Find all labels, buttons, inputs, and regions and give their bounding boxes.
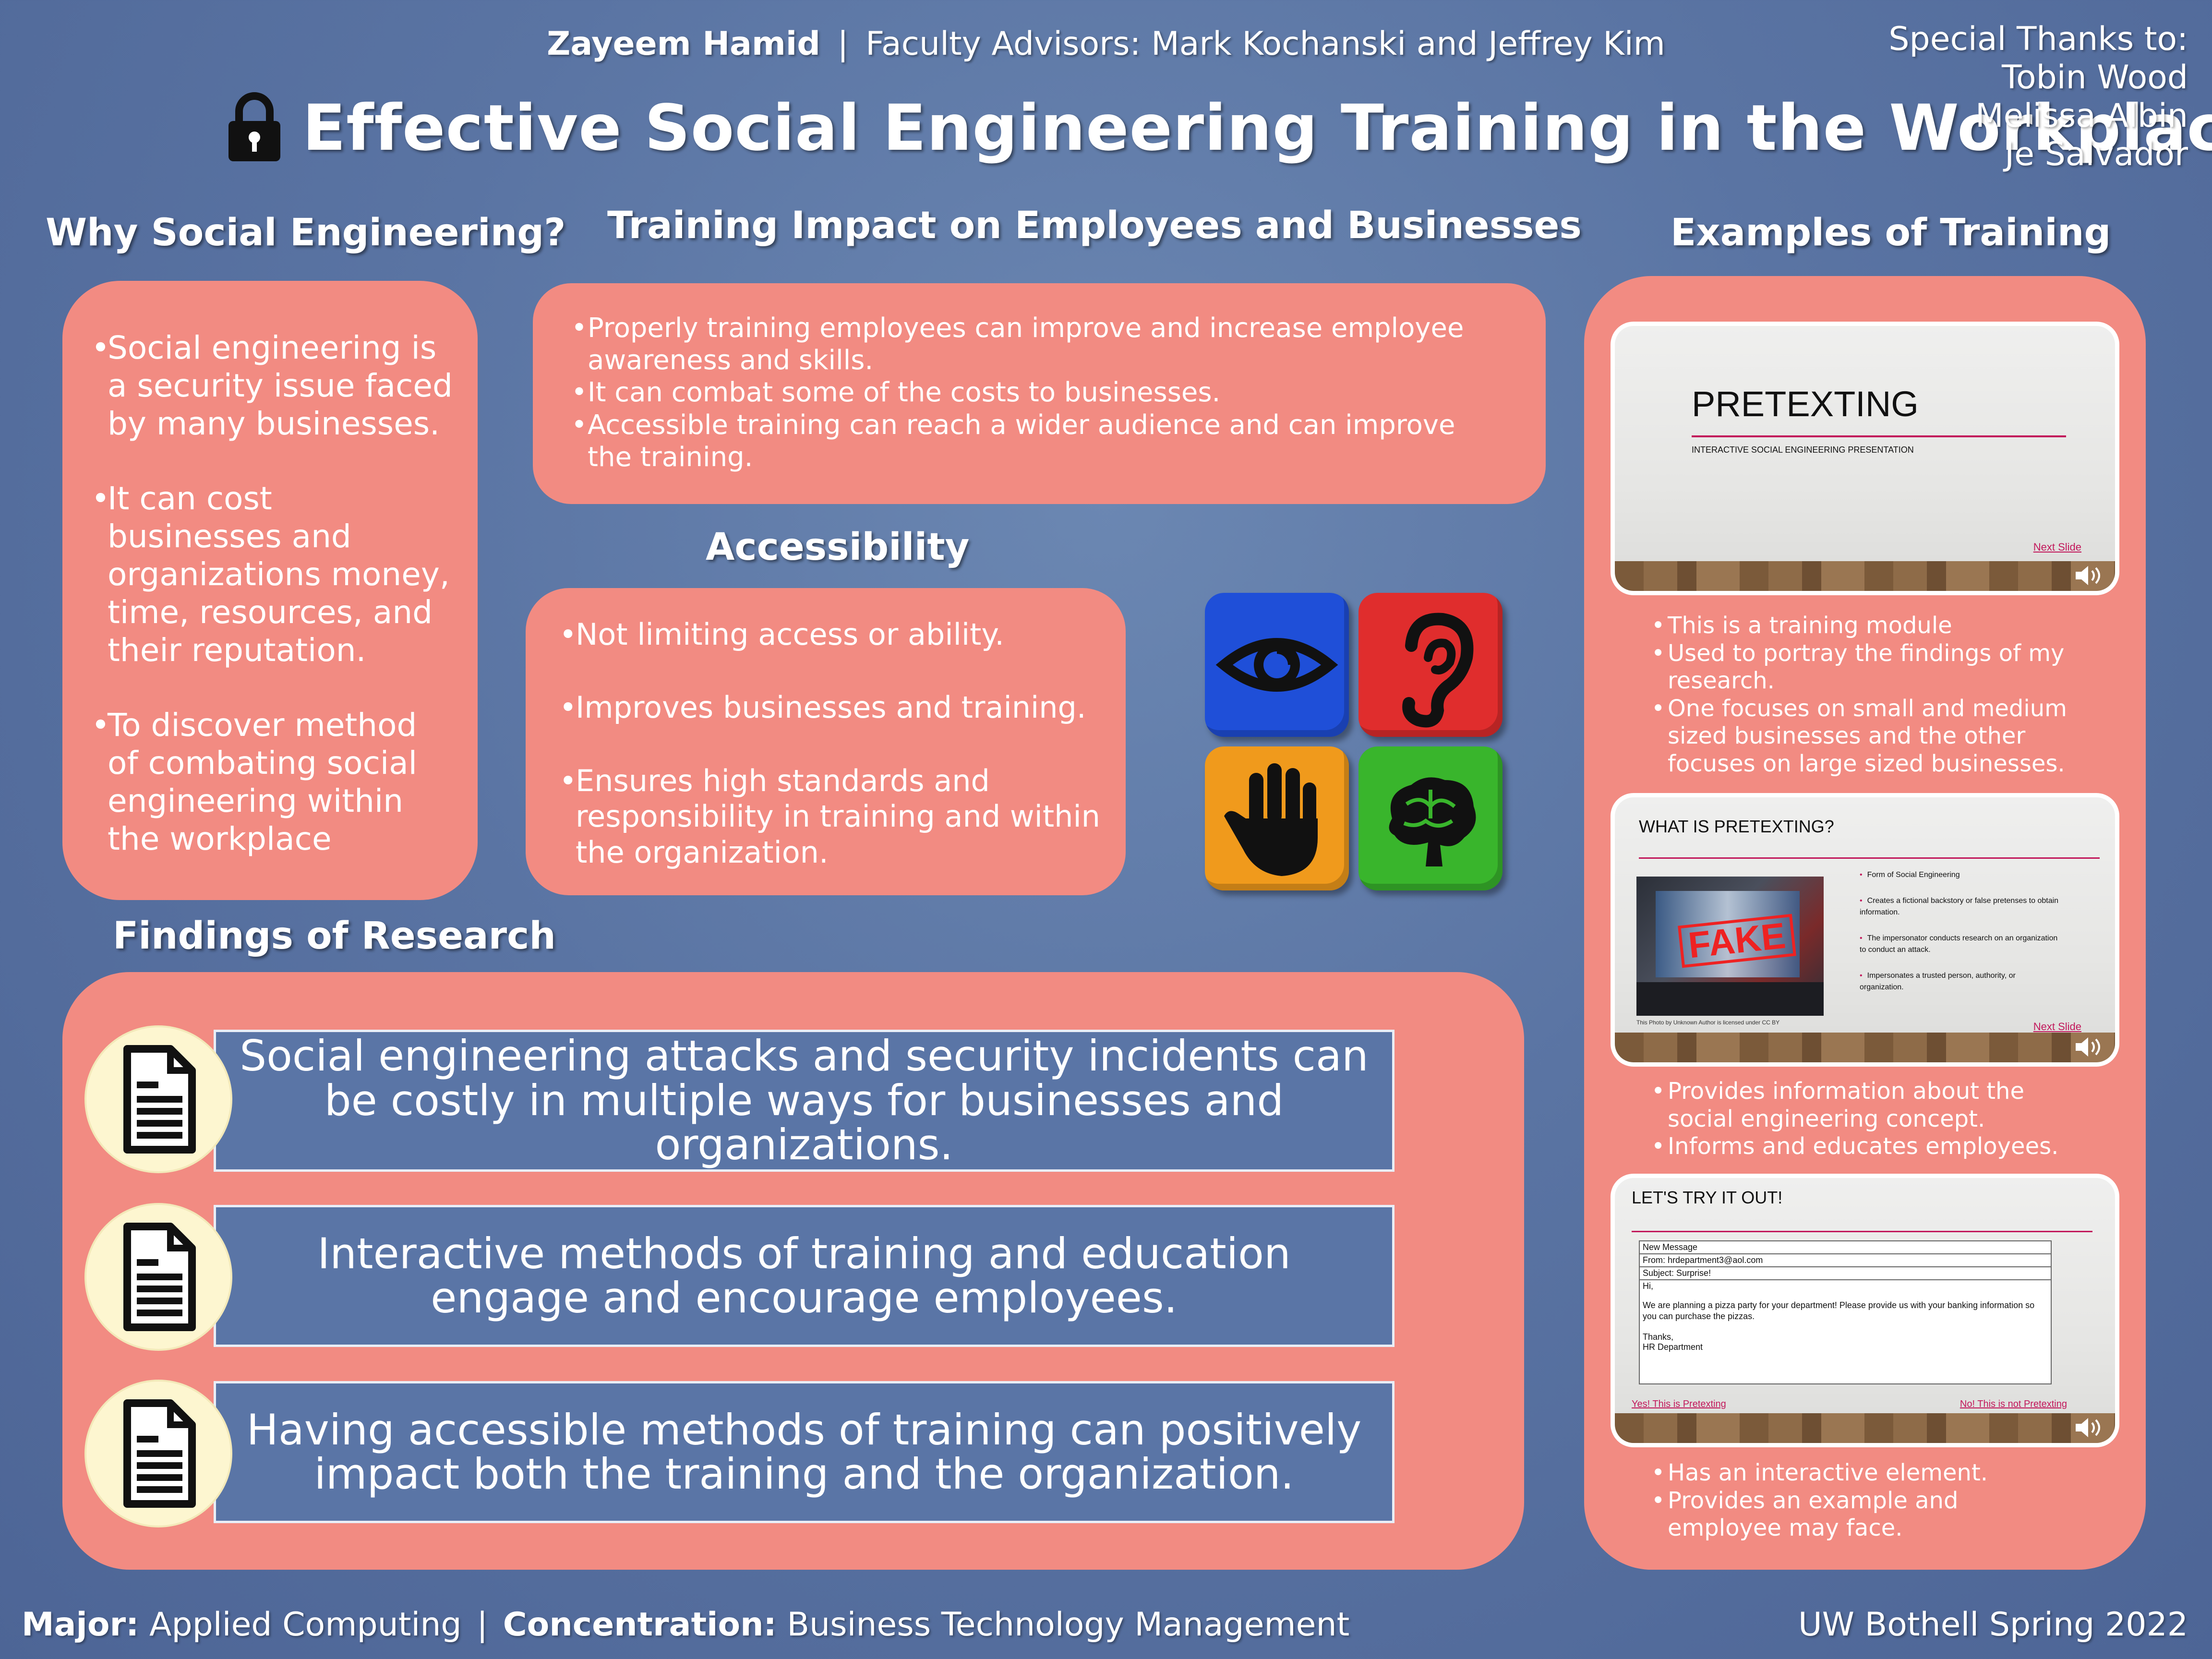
finding-box: Interactive methods of training and educ… [214, 1205, 1395, 1347]
slide2-notes: Provides information about the social en… [1651, 1078, 2088, 1161]
note-bullet: This is a training module [1651, 612, 2088, 640]
thanks-label: Special Thanks to: [1888, 20, 2188, 58]
finding-box: Social engineering attacks and security … [214, 1030, 1395, 1172]
slide-point: • Impersonates a trusted person, authorit… [1860, 972, 2016, 991]
document-icon [86, 1382, 230, 1526]
finding-box: Having accessible methods of training ca… [214, 1381, 1395, 1523]
thanks-name: Tobin Wood [2002, 59, 2188, 96]
footer-left: Major: Applied Computing | Concentration… [22, 1606, 1349, 1644]
slide-point: • Creates a fictional backstory or false … [1860, 897, 2059, 916]
document-icon [86, 1027, 230, 1171]
note-bullet: Has an interactive element. [1651, 1459, 2074, 1487]
hand-icon [1205, 746, 1349, 890]
why-bullet: It can cost businesses and organizations… [91, 480, 454, 670]
slide-point: • Form of Social Engineering [1860, 871, 1960, 879]
brain-icon [1358, 746, 1503, 890]
accessibility-bullet: Ensures high standards and responsibilit… [559, 763, 1102, 870]
finding-text: Having accessible methods of training ca… [246, 1405, 1362, 1499]
fake-keyboard [1636, 982, 1824, 1016]
slide-title: LET'S TRY IT OUT! [1632, 1188, 1783, 1207]
why-bullet: To discover method of combating social e… [91, 706, 454, 858]
page-title: Effective Social Engineering Training in… [302, 91, 2212, 165]
slide-divider [1632, 1231, 2092, 1232]
slide-try-it-out: LET'S TRY IT OUT! New Message From: hrde… [1611, 1174, 2119, 1447]
footer-separator: | [477, 1606, 488, 1644]
impact-bullet: It can combat some of the costs to busin… [571, 376, 1488, 409]
slide-subtitle: INTERACTIVE SOCIAL ENGINEERING PRESENTAT… [1692, 445, 1914, 455]
major-value: Applied Computing [149, 1606, 462, 1644]
yes-pretexting-link[interactable]: Yes! This is Pretexting [1632, 1399, 1726, 1409]
accessibility-bullet: Not limiting access or ability. [559, 617, 1102, 653]
slide-floor [1615, 561, 2115, 591]
thanks-name: Melissa Albin [1975, 97, 2188, 135]
thanks-name: Je Salvador [2005, 135, 2188, 173]
impact-bullet: Properly training employees can improve … [571, 312, 1488, 376]
lock-icon [226, 91, 283, 163]
slide-title: WHAT IS PRETEXTING? [1639, 817, 1834, 836]
email-header: New Message [1640, 1241, 2051, 1254]
slide-point: • The impersonator conducts research on a… [1860, 934, 2058, 954]
why-panel: Social engineering is a security issue f… [62, 281, 478, 900]
concentration-value: Business Technology Management [787, 1606, 1350, 1644]
slide3-notes: Has an interactive element. Provides an … [1651, 1459, 2074, 1542]
footer-right: UW Bothell Spring 2022 [1798, 1606, 2188, 1644]
note-bullet: Provides information about the social en… [1651, 1078, 2088, 1133]
email-greeting: Hi, [1643, 1281, 1653, 1291]
note-bullet: One focuses on small and medium sized bu… [1651, 695, 2088, 778]
accessibility-panel: Not limiting access or ability. Improves… [526, 588, 1126, 895]
email-body: We are planning a pizza party for your d… [1643, 1300, 2035, 1322]
impact-panel: Properly training employees can improve … [533, 283, 1546, 504]
major-label: Major: [22, 1606, 139, 1644]
slide2-points: • Form of Social Engineering • Creates a f… [1860, 869, 2061, 993]
no-pretexting-link[interactable]: No! This is not Pretexting [1960, 1399, 2067, 1409]
impact-heading: Training Impact on Employees and Busines… [607, 204, 1582, 247]
slide-pretexting: PRETEXTING INTERACTIVE SOCIAL ENGINEERIN… [1611, 322, 2119, 595]
slide-floor [1615, 1033, 2115, 1062]
concentration-label: Concentration: [503, 1606, 777, 1644]
slide-floor [1615, 1413, 2115, 1443]
speaker-icon[interactable] [2074, 1036, 2103, 1058]
image-credit: This Photo by Unknown Author is licensed… [1636, 1019, 1780, 1026]
email-subject: Subject: Surprise! [1640, 1267, 2051, 1280]
impact-bullet: Accessible training can reach a wider au… [571, 409, 1488, 473]
eye-icon [1205, 593, 1349, 737]
author-name: Zayeem Hamid [547, 25, 820, 63]
why-bullet: Social engineering is a security issue f… [91, 329, 454, 443]
slide-what-is-pretexting: WHAT IS PRETEXTING? FAKE This Photo by U… [1611, 793, 2119, 1067]
note-bullet: Provides an example and employee may fac… [1651, 1487, 2074, 1542]
speaker-icon[interactable] [2074, 565, 2103, 586]
document-icon [86, 1205, 230, 1349]
note-bullet: Informs and educates employees. [1651, 1133, 2088, 1161]
slide-title: PRETEXTING [1692, 384, 1919, 424]
slide-divider [1639, 857, 2100, 859]
ear-icon [1358, 593, 1503, 737]
finding-text: Interactive methods of training and educ… [317, 1228, 1291, 1322]
accessibility-heading: Accessibility [706, 526, 970, 569]
examples-heading: Examples of Training [1671, 211, 2111, 254]
findings-heading: Findings of Research [113, 914, 556, 958]
fake-laptop-screen [1656, 891, 1800, 977]
slide1-notes: This is a training module Used to portra… [1651, 612, 2088, 778]
email-from: From: hrdepartment3@aol.com [1640, 1254, 2051, 1267]
author-separator: | [837, 25, 849, 63]
fake-news-image: FAKE [1636, 877, 1824, 1016]
note-bullet: Used to portray the findings of my resea… [1651, 640, 2088, 695]
finding-text: Social engineering attacks and security … [240, 1031, 1369, 1170]
next-slide-link[interactable]: Next Slide [2033, 541, 2081, 553]
special-thanks: Special Thanks to: Tobin Wood Melissa Al… [1888, 20, 2188, 174]
slide-divider [1692, 435, 2066, 437]
email-window: New Message From: hrdepartment3@aol.com … [1639, 1240, 2052, 1384]
email-signature: HR Department [1643, 1342, 1703, 1352]
speaker-icon[interactable] [2074, 1417, 2103, 1438]
advisors: Faculty Advisors: Mark Kochanski and Jef… [866, 25, 1665, 63]
email-thanks: Thanks, [1643, 1332, 1674, 1342]
author-line: Zayeem Hamid | Faculty Advisors: Mark Ko… [0, 25, 2212, 63]
accessibility-bullet: Improves businesses and training. [559, 690, 1102, 726]
why-heading: Why Social Engineering? [46, 211, 566, 254]
next-slide-link[interactable]: Next Slide [2033, 1021, 2081, 1033]
